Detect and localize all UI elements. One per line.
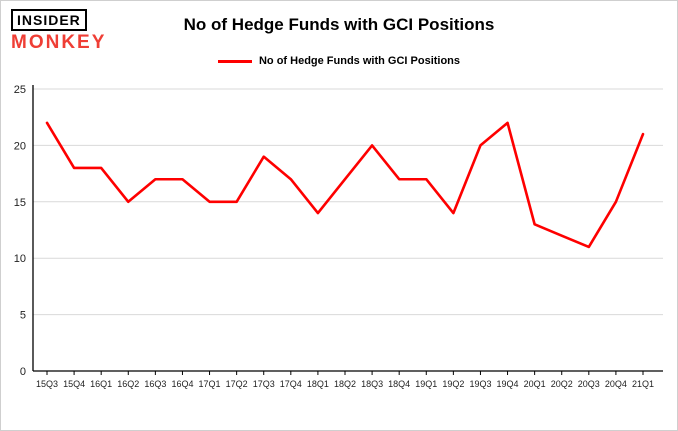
x-tick-label: 19Q1	[415, 379, 437, 389]
x-tick-label: 20Q3	[578, 379, 600, 389]
x-tick-label: 17Q2	[226, 379, 248, 389]
legend-line-swatch	[217, 59, 252, 63]
x-tick-label: 16Q3	[144, 379, 166, 389]
chart-legend: No of Hedge Funds with GCI Positions	[1, 55, 677, 67]
x-tick-label: 20Q4	[605, 379, 627, 389]
y-tick-label: 15	[14, 197, 26, 209]
x-tick-label: 20Q2	[551, 379, 573, 389]
y-tick-label: 10	[14, 253, 26, 265]
x-tick-label: 19Q2	[442, 379, 464, 389]
insider-monkey-logo: INSIDER MONKEY	[11, 9, 121, 54]
chart-title: No of Hedge Funds with GCI Positions	[183, 15, 495, 34]
x-tick-label: 19Q4	[497, 379, 519, 389]
x-tick-label: 18Q4	[388, 379, 410, 389]
x-tick-label: 15Q4	[63, 379, 85, 389]
y-tick-label: 20	[14, 140, 26, 152]
logo-text-insider: INSIDER	[11, 9, 87, 31]
x-tick-label: 16Q1	[90, 379, 112, 389]
y-tick-label: 5	[20, 310, 26, 322]
x-tick-label: 17Q4	[280, 379, 302, 389]
y-tick-label: 25	[14, 84, 26, 96]
x-tick-label: 16Q2	[117, 379, 139, 389]
series-line	[45, 121, 645, 249]
legend-label: No of Hedge Funds with GCI Positions	[258, 55, 461, 67]
x-tick-label: 15Q3	[36, 379, 58, 389]
y-tick-label: 0	[20, 366, 26, 378]
x-tick-label: 19Q3	[469, 379, 491, 389]
x-tick-label: 18Q2	[334, 379, 356, 389]
x-tick-label: 20Q1	[524, 379, 546, 389]
x-tick-label: 18Q3	[361, 379, 383, 389]
x-tick-label: 17Q1	[199, 379, 221, 389]
x-tick-label: 18Q1	[307, 379, 329, 389]
logo-text-monkey: MONKEY	[11, 32, 107, 53]
x-tick-label: 21Q1	[632, 379, 654, 389]
x-tick-label: 17Q3	[253, 379, 275, 389]
x-tick-label: 16Q4	[171, 379, 193, 389]
line-chart: 0 5 10 15 20 25 15Q3 15Q4 16Q1 16Q2 16Q3 16Q4 17Q1 17…	[14, 84, 663, 389]
